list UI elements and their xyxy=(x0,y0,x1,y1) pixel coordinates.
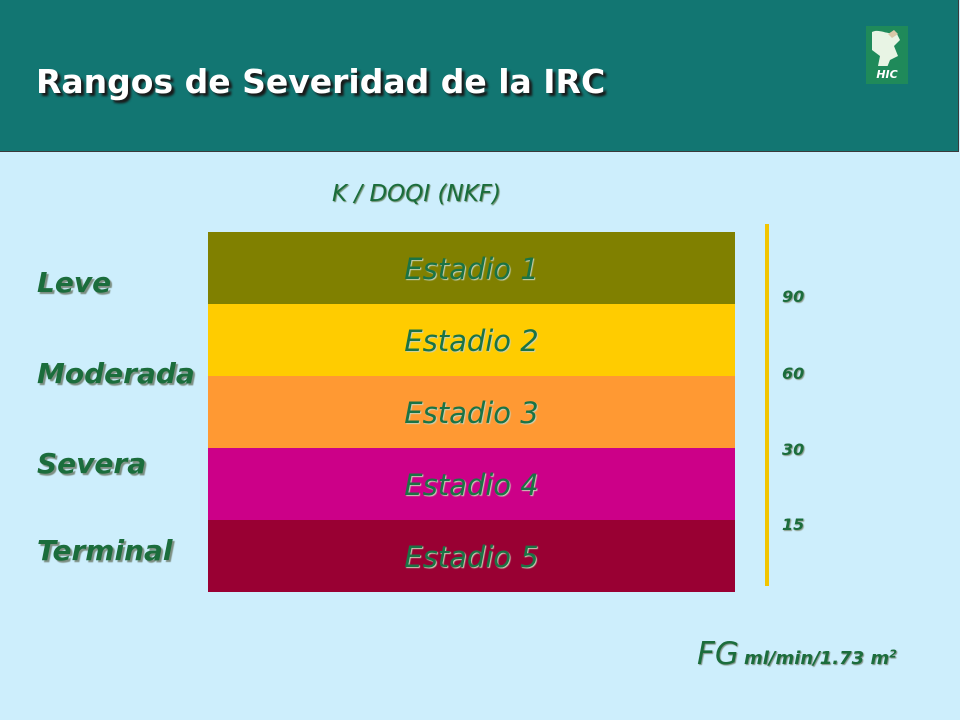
gfr-label-main: FG xyxy=(697,636,739,672)
stage-label-2: Estadio 2 xyxy=(404,324,539,358)
stage-block-4: Estadio 4 xyxy=(208,448,735,520)
gfr-tick-60: 60 xyxy=(782,364,805,383)
gfr-tick-15: 15 xyxy=(782,515,805,534)
severity-moderada: Moderada xyxy=(37,357,195,390)
stage-block-5: Estadio 5 xyxy=(208,520,735,592)
severity-severa: Severa xyxy=(37,447,147,480)
gfr-scale-line xyxy=(765,224,769,586)
gfr-label-superscript: 2 xyxy=(889,647,897,661)
gfr-tick-30: 30 xyxy=(782,440,805,459)
stage-label-3: Estadio 3 xyxy=(404,396,539,430)
gfr-tick-90: 90 xyxy=(782,287,805,306)
logo-text: HIC xyxy=(876,68,897,81)
stage-label-1: Estadio 1 xyxy=(404,252,539,286)
gfr-unit-label: FG ml/min/1.73 m2 xyxy=(697,636,897,672)
stage-block-2: Estadio 2 xyxy=(208,304,735,376)
stage-label-4: Estadio 4 xyxy=(404,468,539,502)
stage-label-5: Estadio 5 xyxy=(404,540,539,574)
severity-leve: Leve xyxy=(37,266,112,299)
severity-terminal: Terminal xyxy=(37,534,173,567)
stage-block-3: Estadio 3 xyxy=(208,376,735,448)
classification-subtitle: K / DOQI (NKF) xyxy=(332,181,501,207)
stage-stack: Estadio 1 Estadio 2 Estadio 3 Estadio 4 … xyxy=(208,232,735,592)
hic-logo: HIC xyxy=(866,26,908,84)
stage-block-1: Estadio 1 xyxy=(208,232,735,304)
page-title: Rangos de Severidad de la IRC xyxy=(36,62,606,101)
header-bar: Rangos de Severidad de la IRC HIC xyxy=(0,0,959,152)
gfr-label-unit: ml/min/1.73 m xyxy=(743,648,890,669)
